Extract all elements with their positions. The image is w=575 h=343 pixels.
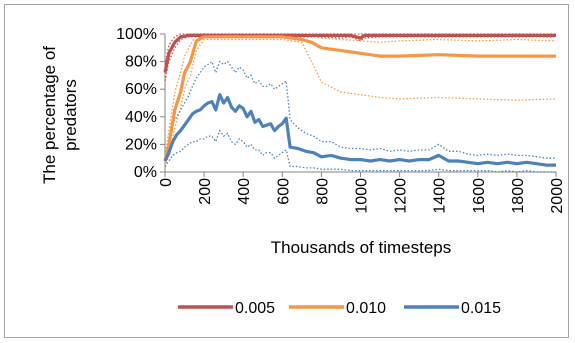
series-0-005-line: [163, 33, 556, 73]
series-0-005-lower-bound: [164, 36, 556, 82]
series-0-015-lower-bound: [164, 129, 556, 173]
y-tick-label: 20%: [125, 136, 157, 153]
y-tick-label: 40%: [125, 109, 157, 126]
x-tick-label: 0: [158, 178, 175, 187]
x-tick-label: 1200: [393, 178, 410, 214]
x-axis-title: Thousands of timesteps: [271, 238, 451, 257]
series-0-010-line: [163, 35, 556, 162]
x-tick-label: 800: [314, 178, 331, 205]
x-tick-label: 1600: [471, 178, 488, 214]
x-tick-label: 1800: [510, 178, 527, 214]
x-tick-label: 400: [236, 178, 253, 205]
series-0-015-line: [163, 93, 556, 167]
y-tick-label: 80%: [125, 54, 157, 71]
y-axis-title-line-1: The percentage of: [40, 46, 59, 184]
y-axis-title: The percentage of predators: [40, 46, 80, 184]
x-tick-label: 1000: [354, 178, 371, 214]
legend-label: 0.010: [346, 300, 386, 317]
series-0-010-upper-bound: [164, 33, 557, 156]
series-0-015-upper-bound: [164, 60, 556, 159]
x-tick-label: 600: [275, 178, 292, 205]
legend-label: 0.015: [461, 300, 501, 317]
y-tick-label: 100%: [116, 26, 157, 43]
y-axis-title-line-2: predators: [61, 79, 80, 151]
x-tick-label: 200: [197, 178, 214, 205]
x-tick-label: 1400: [432, 178, 449, 214]
x-tick-label: 2000: [549, 178, 566, 214]
legend-label: 0.005: [235, 300, 275, 317]
y-tick-label: 0%: [134, 164, 157, 181]
legend: 0.005 0.010 0.015: [178, 300, 501, 317]
y-tick-label: 60%: [125, 81, 157, 98]
